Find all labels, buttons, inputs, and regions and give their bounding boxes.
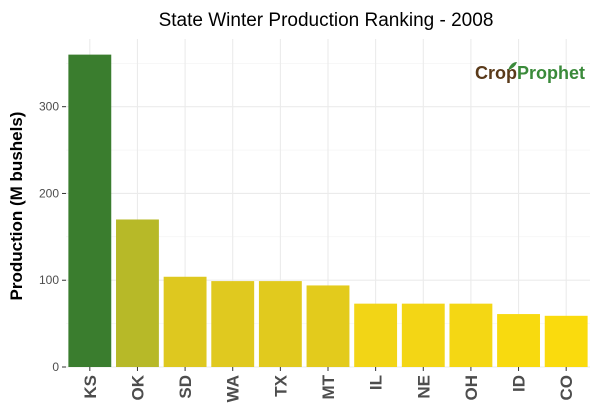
x-tick-label-ok: OK — [128, 374, 147, 400]
y-tick-label: 100 — [39, 273, 59, 287]
x-axis: KS OK SD WA TX MT IL NE OH ID CO — [81, 367, 576, 402]
plot-area: 0 100 200 300 KS OK SD WA TX MT IL NE OH ID CO — [39, 39, 590, 402]
y-tick-label: 300 — [39, 100, 59, 114]
bar-oh — [449, 303, 493, 367]
x-tick-label-co: CO — [557, 375, 576, 401]
bars — [68, 54, 588, 367]
cropprophet-logo: CropProphet — [475, 62, 585, 83]
x-tick-label-ks: KS — [81, 375, 100, 399]
bar-co — [544, 315, 588, 367]
x-tick-label-sd: SD — [176, 375, 195, 399]
y-axis-label: Production (M bushels) — [7, 112, 26, 301]
bar-id — [497, 314, 540, 367]
x-tick-label-oh: OH — [462, 375, 481, 401]
bar-sd — [163, 276, 207, 367]
bar-tx — [258, 281, 302, 367]
bar-ok — [116, 219, 159, 367]
sprout-icon — [508, 62, 517, 70]
chart-title: State Winter Production Ranking - 2008 — [159, 10, 494, 31]
bar-ne — [401, 303, 445, 367]
bar-wa — [211, 281, 255, 367]
x-tick-label-ne: NE — [414, 375, 433, 399]
y-tick-label: 200 — [39, 186, 59, 200]
x-tick-label-il: IL — [367, 375, 386, 390]
x-tick-label-id: ID — [510, 375, 529, 392]
y-tick-label: 0 — [52, 360, 59, 374]
y-axis: 0 100 200 300 — [39, 100, 66, 374]
x-tick-label-wa: WA — [224, 375, 243, 402]
bar-ks — [68, 54, 112, 367]
x-tick-label-tx: TX — [271, 374, 290, 396]
bar-mt — [306, 285, 350, 367]
logo-text: CropProphet — [475, 63, 585, 83]
bar-il — [354, 303, 398, 367]
x-tick-label-mt: MT — [319, 374, 338, 399]
